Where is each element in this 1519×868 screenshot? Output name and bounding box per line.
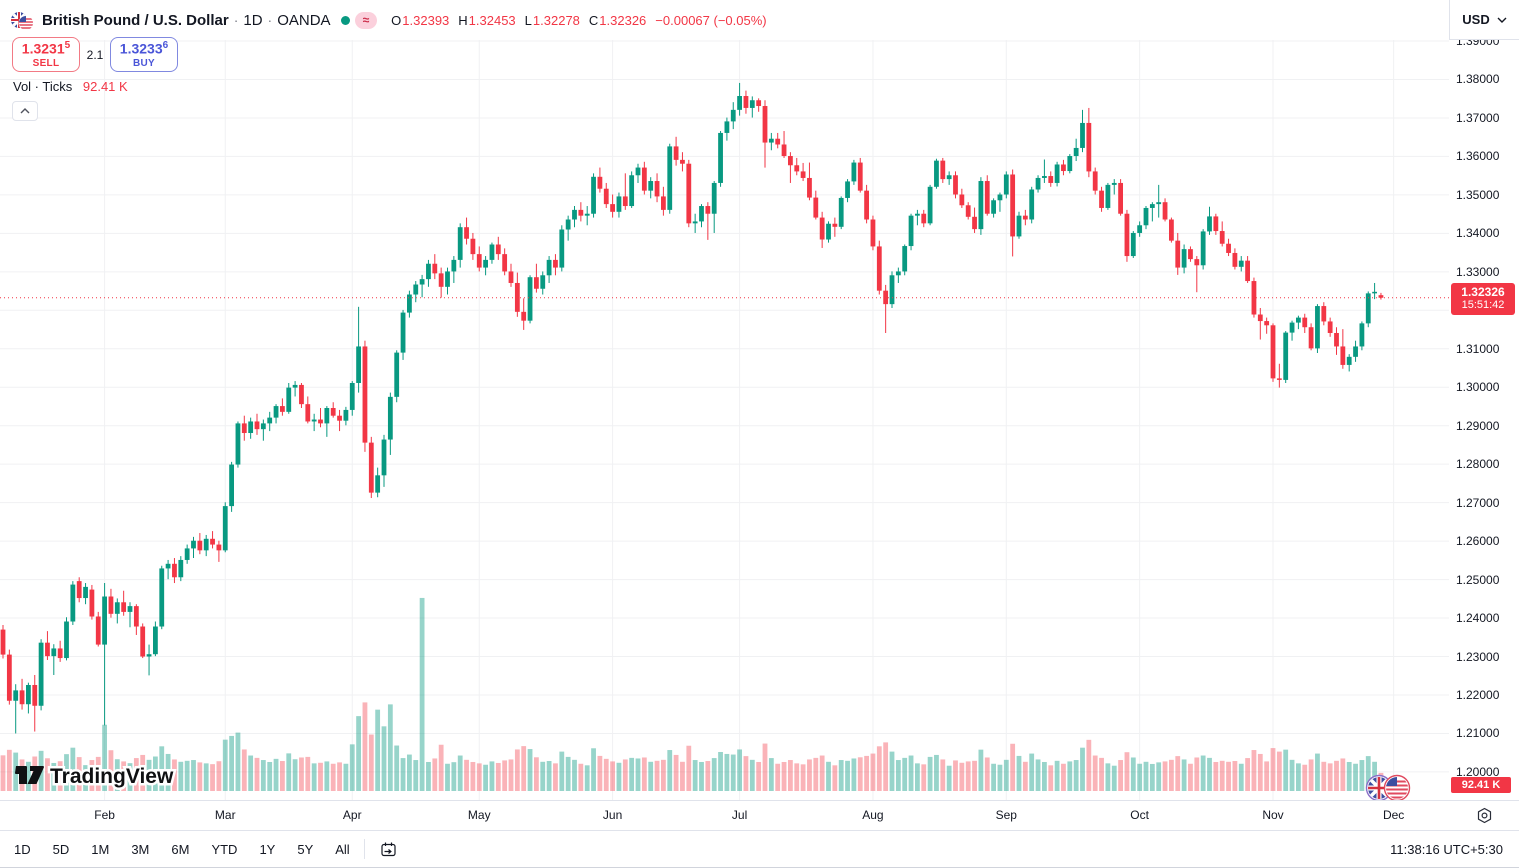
range-button-ytd[interactable]: YTD bbox=[211, 841, 238, 857]
time-axis-settings-gear-icon[interactable] bbox=[1476, 807, 1493, 824]
price-tick-label: 1.22000 bbox=[1456, 687, 1500, 702]
price-tick-label: 1.34000 bbox=[1456, 226, 1500, 241]
chevron-up-icon bbox=[20, 108, 30, 114]
high-label: H bbox=[458, 12, 468, 28]
price-tick-label: 1.21000 bbox=[1456, 726, 1500, 741]
price-scale-currency-selector[interactable]: USD bbox=[1449, 0, 1519, 40]
gbpusd-pair-flags-icon bbox=[10, 9, 34, 31]
month-tick-label-apr: Apr bbox=[342, 808, 362, 822]
buy-price-pip: 6 bbox=[162, 40, 169, 52]
price-tick-label: 1.25000 bbox=[1456, 572, 1500, 587]
high-value: 1.32453 bbox=[468, 12, 516, 28]
month-tick-label-nov: Nov bbox=[1262, 808, 1284, 822]
tradingview-glyph-icon bbox=[15, 766, 44, 784]
market-status-button[interactable]: ≈ bbox=[340, 11, 378, 29]
date-range-buttons: 1D 5D 1M 3M 6M YTD 1Y 5Y All bbox=[14, 842, 350, 857]
price-tick-label: 1.38000 bbox=[1456, 72, 1500, 87]
range-button-5d[interactable]: 5D bbox=[52, 841, 70, 857]
range-button-6m[interactable]: 6M bbox=[171, 841, 190, 857]
go-to-date-button[interactable] bbox=[379, 840, 398, 859]
candles-series bbox=[0, 82, 1384, 734]
close-value: 1.32326 bbox=[599, 12, 647, 28]
sell-price: 1.3231 bbox=[21, 41, 65, 58]
month-tick-label-feb: Feb bbox=[94, 808, 115, 822]
price-tick-label: 1.26000 bbox=[1456, 534, 1500, 549]
symbol-title-button[interactable]: British Pound / U.S. Dollar bbox=[42, 11, 229, 29]
bottom-toolbar: 1D 5D 1M 3M 6M YTD 1Y 5Y All 11:38:16 UTC+5:30 bbox=[0, 830, 1519, 868]
buy-button[interactable]: 1.32336 BUY bbox=[110, 37, 178, 72]
price-tick-label: 1.33000 bbox=[1456, 264, 1500, 279]
range-button-1d[interactable]: 1D bbox=[14, 841, 31, 857]
sell-price-pip: 5 bbox=[64, 40, 71, 52]
chevron-down-icon bbox=[1497, 17, 1507, 23]
range-button-1m[interactable]: 1M bbox=[91, 841, 110, 857]
volume-axis-badge: 92.41 K bbox=[1451, 777, 1511, 793]
volume-indicator-value: 92.41 K bbox=[82, 79, 128, 94]
month-tick-label-may: May bbox=[467, 808, 491, 822]
toolbar-divider bbox=[363, 839, 365, 859]
month-tick-label-oct: Oct bbox=[1130, 808, 1149, 822]
buy-price: 1.3233 bbox=[119, 41, 163, 58]
month-tick-label-dec: Dec bbox=[1382, 808, 1405, 822]
price-tick-label: 1.27000 bbox=[1456, 495, 1500, 510]
close-label: C bbox=[588, 12, 599, 28]
month-tick-label-aug: Aug bbox=[862, 808, 884, 822]
price-tick-label: 1.36000 bbox=[1456, 149, 1500, 164]
volume-indicator-label: Vol · Ticks bbox=[13, 79, 73, 94]
open-label: O bbox=[391, 12, 402, 28]
open-value: 1.32393 bbox=[402, 12, 450, 28]
price-tick-label: 1.24000 bbox=[1456, 611, 1500, 626]
tradingview-logo[interactable]: TradingView bbox=[14, 758, 224, 795]
go-to-date-icon bbox=[381, 842, 396, 856]
volume-indicator-row[interactable]: Vol · Ticks 92.41 K bbox=[13, 79, 128, 94]
exchange-button[interactable]: OANDA bbox=[277, 11, 331, 29]
timezone-clock-button[interactable]: 11:38:16 UTC+5:30 bbox=[1390, 841, 1503, 857]
trade-panel: 1.32315 SELL 2.1 1.32336 BUY bbox=[12, 37, 178, 72]
currency-label: USD bbox=[1462, 12, 1490, 27]
interval-button[interactable]: 1D bbox=[243, 11, 263, 29]
market-open-dot-icon bbox=[340, 15, 350, 25]
range-button-1y[interactable]: 1Y bbox=[259, 841, 276, 857]
ohlc-values: O1.32393 H1.32453 L1.32278 C1.32326 −0.0… bbox=[391, 13, 766, 28]
collapse-panel-button[interactable] bbox=[12, 101, 38, 121]
price-tick-label: 1.35000 bbox=[1456, 187, 1500, 202]
price-tick-label: 1.23000 bbox=[1456, 649, 1500, 664]
spread-value: 2.1 bbox=[86, 47, 104, 62]
price-tick-label: 1.37000 bbox=[1456, 110, 1500, 125]
low-label: L bbox=[524, 12, 532, 28]
delayed-data-badge: ≈ bbox=[354, 11, 378, 29]
range-button-all[interactable]: All bbox=[335, 841, 350, 857]
last-price-label: 1.32326 15:51:42 bbox=[1451, 282, 1515, 315]
sell-label: SELL bbox=[32, 57, 60, 69]
price-tick-label: 1.30000 bbox=[1456, 380, 1500, 395]
chart-header: British Pound / U.S. Dollar · 1D · OANDA… bbox=[0, 0, 1449, 40]
month-tick-label-sep: Sep bbox=[995, 808, 1017, 822]
title-separator: · bbox=[233, 12, 239, 28]
buy-label: BUY bbox=[132, 57, 155, 69]
chart-grid bbox=[0, 40, 1449, 800]
last-price-value: 1.32326 bbox=[1461, 284, 1505, 299]
bar-countdown: 15:51:42 bbox=[1461, 298, 1505, 311]
range-button-5y[interactable]: 5Y bbox=[297, 841, 314, 857]
range-button-3m[interactable]: 3M bbox=[131, 841, 150, 857]
price-tick-label: 1.31000 bbox=[1456, 341, 1500, 356]
volume-series bbox=[0, 597, 1384, 791]
price-chart[interactable] bbox=[0, 40, 1449, 800]
sell-button[interactable]: 1.32315 SELL bbox=[12, 37, 80, 72]
month-tick-label-mar: Mar bbox=[214, 808, 236, 822]
low-value: 1.32278 bbox=[532, 12, 580, 28]
tradingview-wordmark: TradingView bbox=[50, 765, 174, 788]
change-value: −0.00067 (−0.05%) bbox=[655, 12, 767, 28]
price-tick-label: 1.28000 bbox=[1456, 457, 1500, 472]
month-tick-label-jun: Jun bbox=[602, 808, 623, 822]
pair-flags-watermark-icon bbox=[1365, 774, 1411, 800]
price-tick-label: 1.20000 bbox=[1456, 764, 1500, 779]
month-tick-label-jul: Jul bbox=[731, 808, 748, 822]
price-axis[interactable]: 1.32326 15:51:42 92.41 K 1.39000 1.38000 1… bbox=[1449, 34, 1519, 800]
title-separator: · bbox=[267, 12, 273, 28]
time-axis[interactable]: Feb Mar Apr May Jun Jul Aug Sep Oct Nov Dec bbox=[0, 800, 1519, 830]
price-tick-label: 1.29000 bbox=[1456, 418, 1500, 433]
